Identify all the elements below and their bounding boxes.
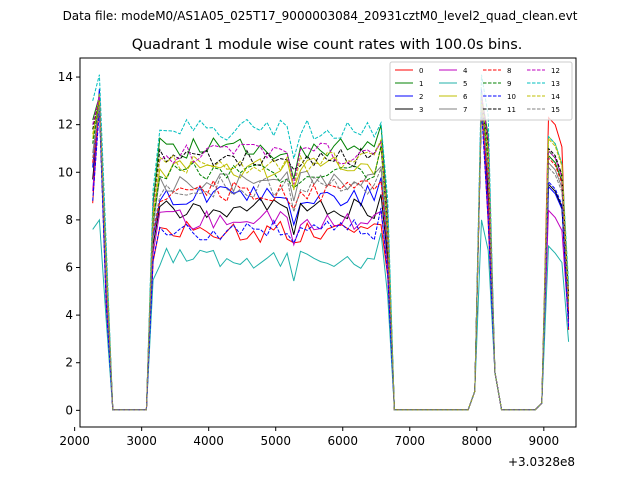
y-tick-label: 0: [65, 403, 73, 417]
legend-label-3: 3: [419, 106, 423, 114]
legend-label-1: 1: [419, 80, 423, 88]
x-tick-label: 9000: [529, 434, 560, 448]
legend-label-8: 8: [507, 67, 511, 75]
y-tick-label: 14: [58, 70, 73, 84]
legend-label-11: 11: [507, 106, 516, 114]
y-tick-label: 4: [65, 308, 73, 322]
series-line-4: [92, 103, 570, 411]
y-tick-label: 2: [65, 356, 73, 370]
series-line-14: [92, 100, 570, 411]
x-tick-label: 8000: [462, 434, 493, 448]
legend-label-6: 6: [463, 93, 468, 101]
series-layer: [92, 74, 570, 411]
legend-label-15: 15: [551, 106, 560, 114]
y-tick-label: 10: [58, 165, 73, 179]
legend-box: [389, 61, 573, 121]
legend-label-0: 0: [419, 67, 423, 75]
legend-label-7: 7: [463, 106, 467, 114]
plot-area: 2000 3000 4000 5000 6000 7000 8000 9000 0246810…: [58, 57, 577, 469]
y-tick-label: 6: [65, 260, 73, 274]
series-line-8: [92, 107, 570, 411]
y-tick-label: 8: [65, 213, 73, 227]
series-line-6: [92, 93, 570, 411]
series-line-13: [92, 74, 570, 411]
series-line-10: [92, 110, 570, 411]
legend-label-2: 2: [419, 93, 423, 101]
x-offset-label: +3.0328e8: [508, 455, 575, 469]
series-line-12: [92, 95, 570, 411]
legend-label-10: 10: [507, 93, 516, 101]
legend-label-5: 5: [463, 80, 467, 88]
x-tick-label: 2000: [59, 434, 90, 448]
series-line-15: [92, 105, 570, 411]
x-tick-label: 7000: [394, 434, 425, 448]
legend-label-13: 13: [551, 80, 560, 88]
y-axis: 0 2 4 6 8 10 12 14: [58, 70, 80, 417]
series-line-1: [92, 95, 570, 411]
x-tick-label: 4000: [193, 434, 224, 448]
x-tick-label: 6000: [327, 434, 358, 448]
suptitle: Data file: modeM0/AS1A05_025T17_90000030…: [63, 9, 578, 23]
series-line-7: [92, 103, 570, 411]
legend-label-14: 14: [551, 93, 560, 101]
series-line-2: [92, 88, 570, 411]
x-tick-label: 5000: [260, 434, 291, 448]
x-tick-label: 3000: [126, 434, 157, 448]
axes-frame: [79, 57, 577, 428]
y-tick-label: 12: [58, 118, 73, 132]
legend-label-4: 4: [463, 67, 468, 75]
series-line-5: [92, 218, 570, 411]
legend-label-9: 9: [507, 80, 511, 88]
legend-label-12: 12: [551, 67, 560, 75]
chart-title: Quadrant 1 module wise count rates with …: [132, 37, 523, 53]
x-axis: 2000 3000 4000 5000 6000 7000 8000 9000: [59, 427, 559, 448]
